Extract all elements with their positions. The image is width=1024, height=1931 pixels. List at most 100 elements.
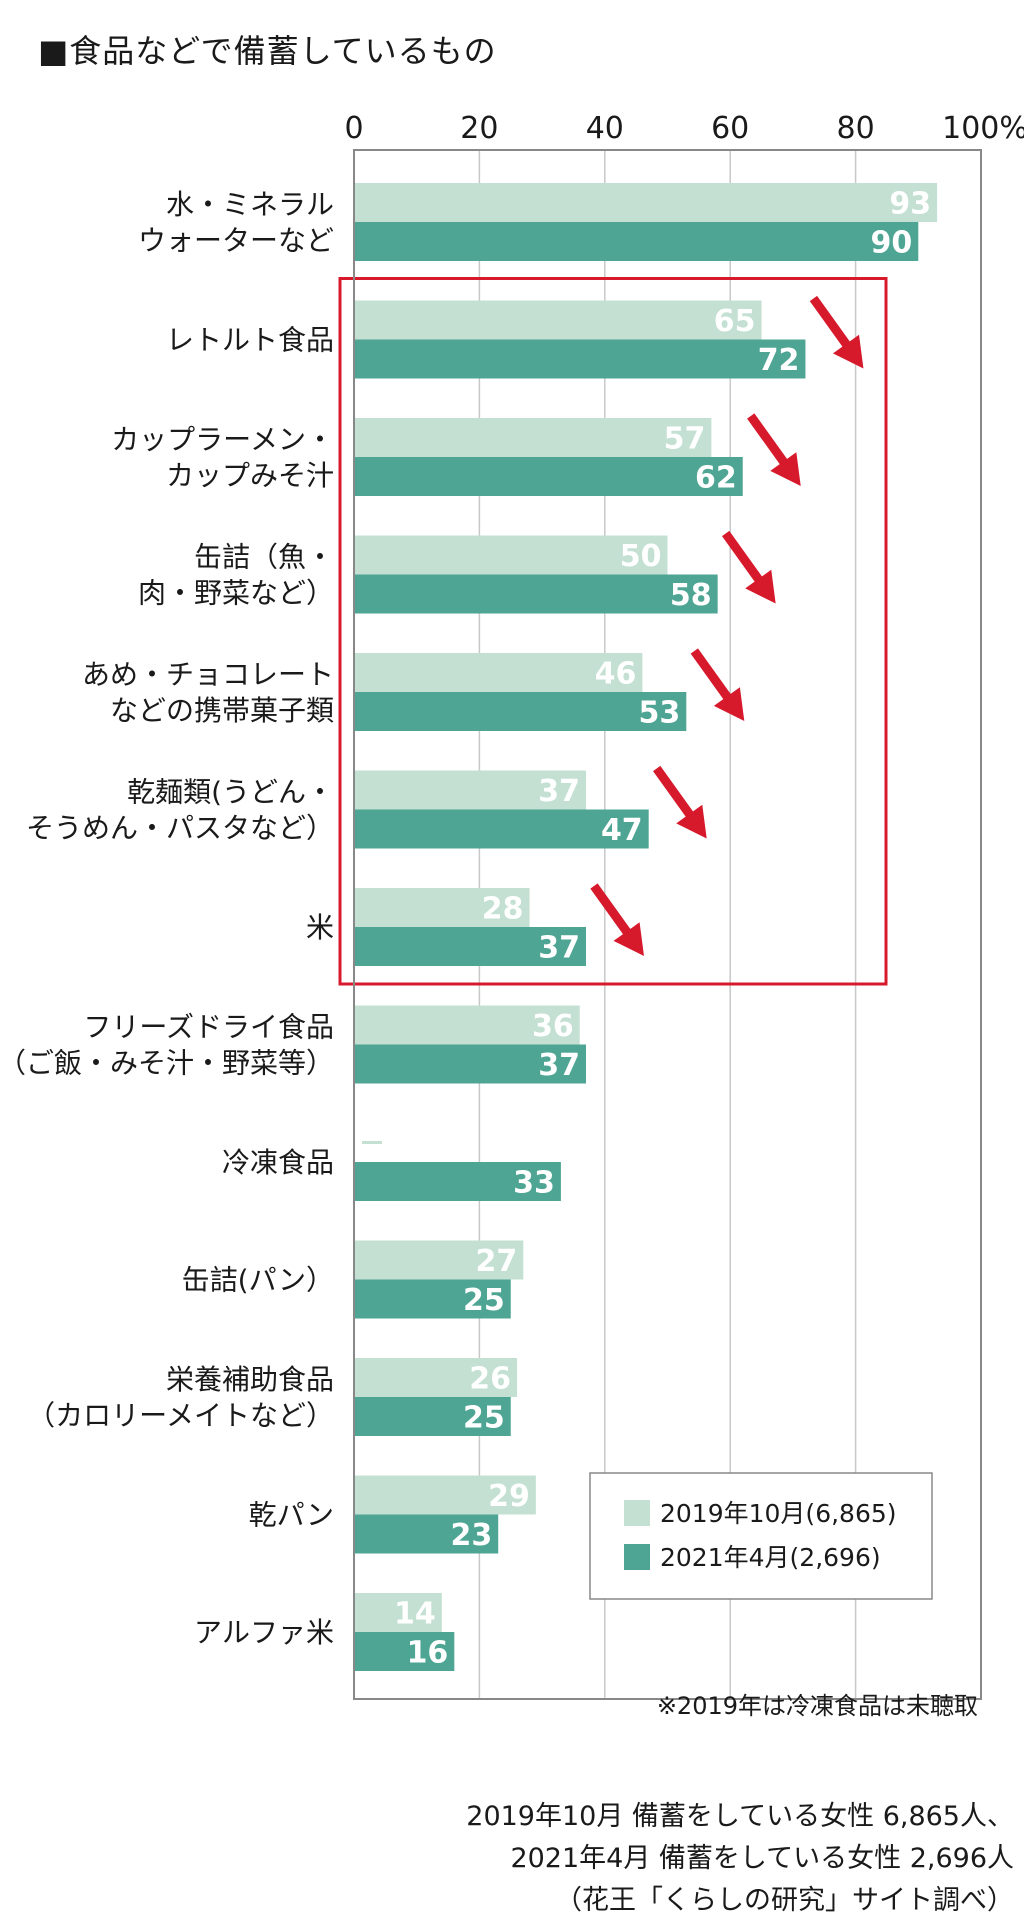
- bar: [354, 183, 938, 222]
- bar: [354, 653, 643, 692]
- bar: [354, 1162, 561, 1201]
- source-note: 2019年10月 備蓄をしている女性 6,865人、 2021年4月 備蓄をして…: [466, 1796, 1014, 1922]
- x-tick-label: 100%: [942, 111, 1024, 146]
- bar: [354, 457, 743, 496]
- bar: [354, 574, 718, 614]
- category-label: カップみそ汁: [166, 459, 334, 492]
- bar-value-label: 65: [714, 304, 756, 339]
- decrease-arrow-head: [613, 922, 644, 956]
- decrease-arrow-shaft: [690, 648, 736, 707]
- category-label: 缶詰（魚・: [194, 541, 334, 574]
- bar-value-label: 37: [538, 774, 580, 809]
- bar-value-label: 16: [407, 1636, 449, 1671]
- decrease-arrow-head: [770, 452, 801, 486]
- bar-value-label: 29: [488, 1479, 530, 1514]
- grid-lines: [478, 150, 857, 1699]
- category-label: ウォーターなど: [138, 224, 334, 257]
- category-label: そうめん・パスタなど）: [26, 812, 334, 845]
- bar-value-label: 28: [482, 892, 524, 927]
- bar: [354, 535, 668, 575]
- decrease-arrow-head: [713, 687, 745, 721]
- highlight-box: [338, 277, 888, 986]
- category-label: フリーズドライ食品: [83, 1011, 334, 1044]
- x-axis-ticks: 0 20 40 60 80 100%: [344, 111, 1024, 146]
- bar-value-label: 25: [463, 1283, 505, 1318]
- x-tick-label: 0: [344, 111, 363, 146]
- x-tick-label: 60: [711, 111, 749, 146]
- category-label: 缶詰(パン）: [182, 1264, 334, 1297]
- legend-swatch: [624, 1500, 650, 1526]
- decrease-arrow-head: [745, 569, 776, 604]
- bar: [354, 418, 712, 457]
- bar: [354, 1632, 455, 1671]
- source-line: （花王「くらしの研究」サイト調べ）: [555, 1885, 1014, 1916]
- decrease-arrow-head: [832, 334, 864, 369]
- x-tick-label: 20: [460, 111, 498, 146]
- decrease-arrow-shaft: [809, 295, 856, 355]
- bar-value-label: 58: [670, 578, 712, 613]
- bar-value-label: 26: [469, 1362, 511, 1397]
- source-line: 2019年10月 備蓄をしている女性 6,865人、: [466, 1801, 1014, 1832]
- bar-value-label: 37: [538, 931, 580, 966]
- bar-value-label: 37: [538, 1048, 580, 1083]
- decrease-arrows: [590, 295, 864, 956]
- bar-value-label: 53: [639, 696, 681, 731]
- bar: [354, 809, 649, 849]
- bar: [354, 692, 687, 731]
- bar-value-label: 46: [595, 657, 637, 692]
- bar: [354, 1240, 524, 1280]
- category-label: などの携帯菓子類: [110, 694, 334, 727]
- legend: 2019年10月(6,865) 2021年4月(2,696): [589, 1472, 933, 1600]
- bar: [354, 927, 586, 966]
- decrease-arrow-shaft: [722, 530, 768, 590]
- bar-value-label: 72: [758, 343, 800, 378]
- decrease-arrow-shaft: [653, 765, 699, 825]
- category-label: 水・ミネラル: [166, 188, 334, 221]
- bar-value-label: 90: [871, 226, 913, 261]
- bar: [354, 1397, 511, 1436]
- legend-label: 2019年10月(6,865): [660, 1499, 897, 1528]
- decrease-arrow-head: [676, 804, 707, 839]
- bar-value-label: 50: [620, 539, 662, 574]
- bar-value-label: 23: [450, 1518, 492, 1553]
- bar: [354, 1044, 586, 1084]
- category-label: 乾麺類(うどん・: [127, 776, 334, 809]
- bar: [354, 300, 762, 340]
- bar: [354, 1514, 499, 1554]
- footnote: ※2019年は冷凍食品は未聴取: [656, 1692, 978, 1720]
- category-label: 乾パン: [249, 1499, 334, 1532]
- bar-value-label: 27: [476, 1244, 518, 1279]
- bar-value-label: 47: [601, 813, 643, 848]
- bar: [354, 888, 530, 927]
- legend-box: [589, 1472, 933, 1600]
- category-label: 米: [306, 911, 334, 944]
- category-label: （ご飯・みそ汁・野菜等）: [0, 1047, 334, 1080]
- category-label: 栄養補助食品: [166, 1363, 334, 1396]
- category-label: 冷凍食品: [222, 1146, 334, 1179]
- x-tick-label: 40: [586, 111, 624, 146]
- bar-value-label: 62: [695, 461, 737, 496]
- category-label: あめ・チョコレート: [82, 658, 334, 691]
- bar-value-label: 57: [664, 422, 706, 457]
- legend-label: 2021年4月(2,696): [660, 1543, 881, 1572]
- bar: [354, 770, 586, 810]
- category-label: カップラーメン・: [111, 423, 334, 456]
- bar-value-label: 25: [463, 1401, 505, 1436]
- bar-value-label: 33: [513, 1166, 555, 1201]
- bar: [354, 1279, 511, 1319]
- bar: [354, 222, 919, 261]
- bar: [354, 339, 806, 379]
- legend-swatch: [624, 1544, 650, 1570]
- bar: [354, 1005, 580, 1045]
- decrease-arrow-shaft: [590, 883, 636, 942]
- x-tick-label: 80: [837, 111, 875, 146]
- category-label: 肉・野菜など）: [138, 577, 334, 610]
- chart-title: ■食品などで備蓄しているもの: [38, 32, 497, 70]
- source-line: 2021年4月 備蓄をしている女性 2,696人: [510, 1843, 1014, 1874]
- category-label: アルファ米: [194, 1616, 334, 1649]
- bar-value-label: 14: [394, 1597, 436, 1632]
- bar: [354, 1593, 442, 1632]
- bar: [354, 1358, 518, 1397]
